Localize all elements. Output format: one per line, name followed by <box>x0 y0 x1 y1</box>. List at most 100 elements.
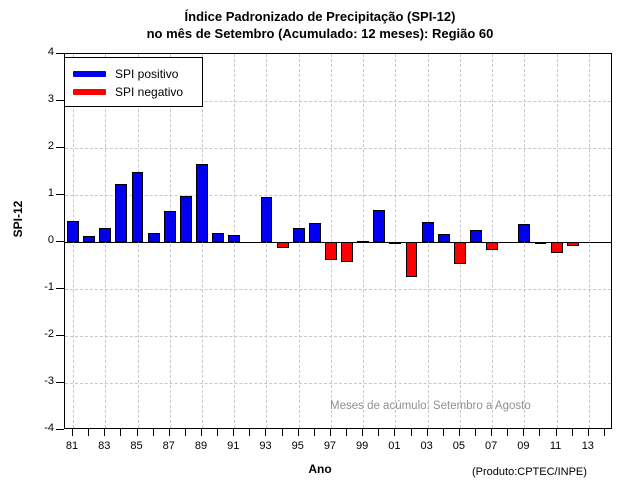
gridline-horizontal <box>65 101 611 102</box>
x-tick-mark <box>410 429 412 436</box>
bar-03 <box>421 221 434 242</box>
x-tick-mark <box>217 429 219 436</box>
legend-swatch-positive-icon <box>73 71 106 77</box>
x-tick-mark <box>233 429 235 436</box>
bar-07 <box>486 242 499 250</box>
bar-91 <box>228 234 241 242</box>
x-tick-mark <box>362 429 364 436</box>
x-tick-mark <box>587 429 589 436</box>
bar-89 <box>196 163 208 242</box>
bar-05 <box>453 242 466 264</box>
chart-title: Índice Padronizado de Precipitação (SPI-… <box>0 8 640 42</box>
legend-label-positive: SPI positivo <box>115 67 179 81</box>
bar-96 <box>308 222 321 242</box>
x-tick-mark <box>507 429 509 436</box>
bar-90 <box>212 232 225 242</box>
x-tick-label: 03 <box>420 440 433 452</box>
x-tick-mark <box>571 429 573 436</box>
legend-label-negative: SPI negativo <box>115 85 184 99</box>
bar-98 <box>341 242 354 263</box>
gridline-vertical <box>363 54 365 428</box>
x-tick-mark <box>265 429 267 436</box>
x-tick-mark <box>329 429 331 436</box>
x-tick-label: 11 <box>549 440 562 452</box>
x-tick-mark <box>249 429 251 436</box>
bar-00 <box>373 210 386 242</box>
x-tick-mark <box>475 429 476 436</box>
x-tick-label: 13 <box>581 440 594 452</box>
x-tick-mark <box>394 429 396 436</box>
x-tick-mark <box>346 429 348 436</box>
chart-title-line-1: Índice Padronizado de Precipitação (SPI-… <box>184 9 456 24</box>
legend-swatch-negative-icon <box>73 89 106 95</box>
gridline-horizontal <box>65 336 611 337</box>
bar-09 <box>518 223 531 242</box>
zero-line <box>65 242 611 243</box>
x-tick-label: 83 <box>98 440 111 452</box>
x-tick-mark <box>88 429 90 436</box>
x-tick-label: 05 <box>452 440 465 452</box>
x-tick-mark <box>313 429 315 436</box>
x-tick-mark <box>152 429 154 436</box>
x-tick-mark <box>442 429 444 436</box>
x-tick-mark <box>378 429 380 436</box>
gridline-horizontal <box>65 148 611 149</box>
legend: SPI positivo SPI negativo <box>64 57 203 107</box>
bar-06 <box>470 230 482 242</box>
bar-01 <box>389 242 402 245</box>
plot-area <box>64 53 612 429</box>
x-tick-label: 91 <box>227 440 240 452</box>
legend-item-spi-negativo: SPI negativo <box>73 83 202 101</box>
bar-84 <box>115 183 128 242</box>
x-tick-mark <box>426 429 428 436</box>
plot-inner <box>65 54 611 428</box>
x-tick-label: 93 <box>259 440 272 452</box>
x-tick-label: 07 <box>484 440 498 452</box>
bar-11 <box>550 242 563 253</box>
x-tick-label: 01 <box>388 440 401 452</box>
bar-95 <box>292 227 305 242</box>
x-tick-mark <box>120 429 122 436</box>
bar-81 <box>67 220 80 242</box>
bar-83 <box>99 227 112 242</box>
x-tick-mark <box>539 429 541 436</box>
legend-item-spi-positivo: SPI positivo <box>73 65 202 83</box>
bar-97 <box>324 242 337 260</box>
gridline-horizontal <box>65 289 611 290</box>
x-tick-mark <box>491 429 493 436</box>
chart-title-line-2: no mês de Setembro (Acumulado: 12 meses)… <box>146 26 494 41</box>
x-tick-mark <box>281 429 283 436</box>
x-tick-mark <box>523 429 525 436</box>
x-tick-mark <box>297 429 299 436</box>
accumulation-annotation: Meses de acúmulo: Setembro a Agosto <box>330 400 531 412</box>
gridline-vertical <box>492 54 494 428</box>
bar-10 <box>534 242 547 244</box>
x-tick-label: 87 <box>162 440 175 452</box>
x-tick-label: 85 <box>130 440 143 452</box>
bar-99 <box>357 241 370 244</box>
x-tick-label: 09 <box>517 440 530 452</box>
gridline-horizontal <box>65 383 611 384</box>
bar-04 <box>437 234 450 242</box>
x-tick-label: 81 <box>65 440 79 452</box>
x-axis-title: Ano <box>308 462 332 476</box>
x-tick-label: 97 <box>323 440 337 452</box>
product-credit: (Produto:CPTEC/INPE) <box>472 466 587 478</box>
bar-85 <box>131 171 144 242</box>
gridline-vertical <box>459 54 461 428</box>
x-tick-mark <box>603 429 605 436</box>
x-tick-mark <box>168 429 170 436</box>
x-tick-mark <box>136 429 138 436</box>
bar-86 <box>147 233 160 242</box>
x-tick-label: 99 <box>356 440 369 452</box>
bar-88 <box>179 196 192 242</box>
x-tick-label: 89 <box>194 440 208 452</box>
gridline-horizontal <box>65 195 611 196</box>
x-tick-mark <box>201 429 202 436</box>
gridline-vertical <box>588 54 590 428</box>
bar-12 <box>566 242 579 246</box>
x-tick-mark <box>184 429 186 436</box>
bar-82 <box>83 235 96 242</box>
